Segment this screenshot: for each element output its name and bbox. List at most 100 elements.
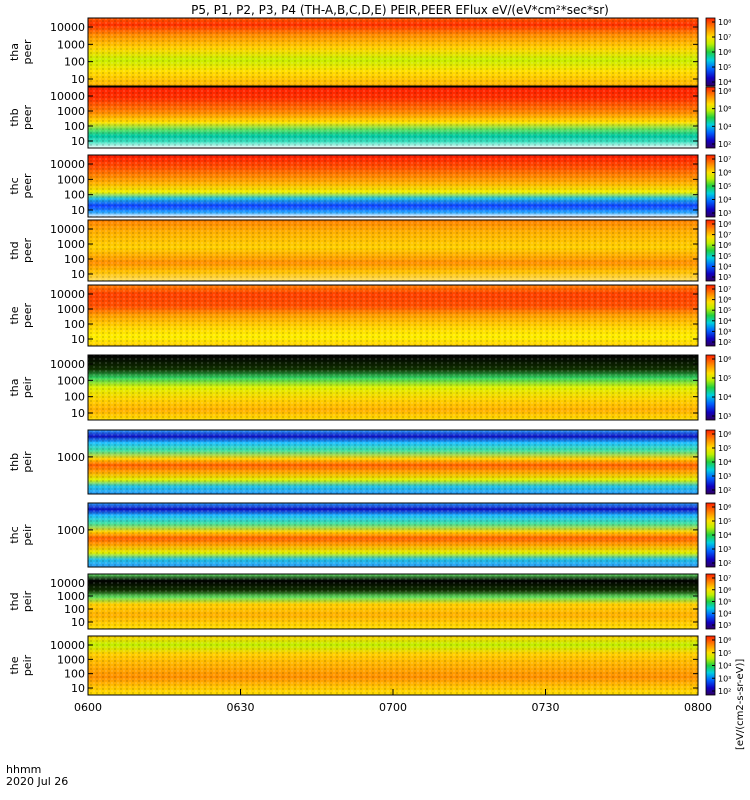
panel-frame	[87, 573, 699, 630]
colorbar-tick-label: 10⁵	[718, 374, 731, 383]
y-tick-label: 100	[64, 253, 85, 266]
time-axis-label: hhmm	[6, 763, 41, 776]
colorbar-tick-label: 10⁶	[718, 241, 731, 250]
colorbar-tick-label: 10⁷	[718, 231, 731, 240]
y-tick-label: 100	[64, 56, 85, 69]
colorbar	[705, 219, 716, 282]
colorbar-tick-label: 10⁴	[718, 196, 731, 205]
colorbar-tick-label: 10⁶	[718, 636, 731, 645]
colorbar-tick-label: 10⁶	[718, 296, 731, 305]
colorbar-tick-label: 10³	[718, 472, 731, 481]
colorbar-tick-label: 10⁴	[718, 262, 731, 271]
y-tick-label: 1000	[57, 38, 85, 51]
spectrogram-texture	[88, 285, 698, 346]
colorbar-tick-label: 10⁵	[718, 444, 731, 453]
colorbar-tick-label: 10⁵	[718, 649, 731, 658]
panel-species-label: peir	[21, 451, 34, 473]
panel-species-label: peir	[21, 524, 34, 546]
colorbar-tick-label: 10²	[718, 486, 731, 495]
panel-probe-label: tha	[8, 378, 21, 396]
panel-species-label: peer	[21, 173, 34, 199]
colorbar-tick-label: 10⁷	[718, 33, 731, 42]
panel-thb-peir: 1000 thb peir 10² 10³ 10⁴ 10⁵ 10⁶	[8, 429, 731, 495]
colorbar-tick-label: 10²	[718, 140, 731, 149]
colorbar-tick-label: 10³	[718, 209, 731, 218]
colorbar-tick-label: 10⁴	[718, 662, 731, 671]
y-tick-label: 10000	[50, 577, 85, 590]
colorbar-tick-label: 10³	[718, 273, 731, 282]
panel-frame	[87, 17, 699, 87]
colorbar-tick-label: 10⁴	[718, 458, 731, 467]
colorbar-tick-label: 10⁴	[718, 609, 731, 618]
colorbar-tick-label: 10⁷	[718, 285, 731, 294]
y-tick-label: 10	[71, 268, 85, 281]
time-axis: 0600 0630 0700 0730 0800	[74, 689, 712, 714]
colorbar-tick-label: 10³	[718, 412, 731, 421]
y-tick-label: 100	[64, 318, 85, 331]
colorbar-tick-label: 10⁸	[718, 18, 731, 27]
colorbar-tick-label: 10⁶	[718, 430, 731, 439]
x-tick-label: 0730	[532, 701, 560, 714]
colorbar-tick-label: 10⁶	[718, 105, 731, 114]
y-tick-label: 1000	[57, 374, 85, 387]
panel-frame	[87, 429, 699, 495]
colorbar-tick-label: 10²	[718, 687, 731, 696]
y-tick-label: 100	[64, 391, 85, 404]
colorbar-tick-label: 10⁶	[718, 586, 731, 595]
spectrogram-texture	[88, 87, 698, 148]
spectrogram-texture	[88, 430, 698, 494]
panel-frame	[87, 502, 699, 568]
panel-tha-peir: 10 100 1000 10000 tha peir 10³ 10⁴ 10⁵ 10⁶	[8, 354, 731, 421]
panel-probe-label: thd	[8, 592, 21, 610]
colorbar-tick-label: 10³	[718, 545, 731, 554]
spectrogram-texture	[88, 636, 698, 695]
panel-species-label: peer	[21, 303, 34, 329]
colorbar-tick-label: 10⁵	[718, 517, 731, 526]
y-tick-label: 10	[71, 616, 85, 629]
y-tick-label: 10000	[50, 358, 85, 371]
colorbar-tick-label: 10⁴	[718, 78, 731, 87]
colorbar-tick-label: 10⁸	[718, 220, 731, 229]
y-tick-label: 1000	[57, 451, 85, 464]
panel-frame	[87, 284, 699, 347]
y-tick-label: 100	[64, 189, 85, 202]
panel-frame	[87, 354, 699, 421]
y-tick-label: 10	[71, 682, 85, 695]
colorbar	[705, 284, 716, 347]
colorbar-tick-label: 10⁴	[718, 122, 731, 131]
colorbar	[705, 86, 716, 149]
x-tick-label: 0700	[379, 701, 407, 714]
panel-probe-label: thb	[8, 108, 21, 126]
x-tick-label: 0800	[684, 701, 712, 714]
y-tick-label: 1000	[57, 238, 85, 251]
colorbar-tick-label: 10⁵	[718, 306, 731, 315]
y-tick-label: 1000	[57, 590, 85, 603]
date-label: 2020 Jul 26	[6, 775, 68, 788]
colorbar-tick-label: 10⁶	[718, 503, 731, 512]
y-tick-label: 10	[71, 135, 85, 148]
panel-species-label: peir	[21, 654, 34, 676]
panel-probe-label: thc	[8, 526, 21, 543]
colorbar-tick-label: 10³	[718, 621, 731, 630]
y-tick-label: 1000	[57, 524, 85, 537]
y-tick-label: 10000	[50, 288, 85, 301]
panel-species-label: peir	[21, 590, 34, 612]
panel-species-label: peer	[21, 105, 34, 131]
spectrogram-texture	[88, 574, 698, 629]
colorbar-tick-label: 10⁶	[718, 355, 731, 364]
y-tick-label: 100	[64, 603, 85, 616]
colorbar-tick-label: 10⁵	[718, 252, 731, 261]
panel-probe-label: the	[8, 656, 21, 674]
y-tick-label: 100	[64, 120, 85, 133]
spectrogram-texture	[88, 155, 698, 217]
colorbar-tick-label: 10⁴	[718, 531, 731, 540]
y-tick-label: 10000	[50, 21, 85, 34]
panel-frame	[87, 154, 699, 218]
panel-tha-peer: 10 100 1000 10000 tha peer 10⁴ 10⁵ 10⁶ 10⁷ 10⁸	[8, 17, 731, 87]
colorbar-tick-label: 10⁷	[718, 574, 731, 583]
